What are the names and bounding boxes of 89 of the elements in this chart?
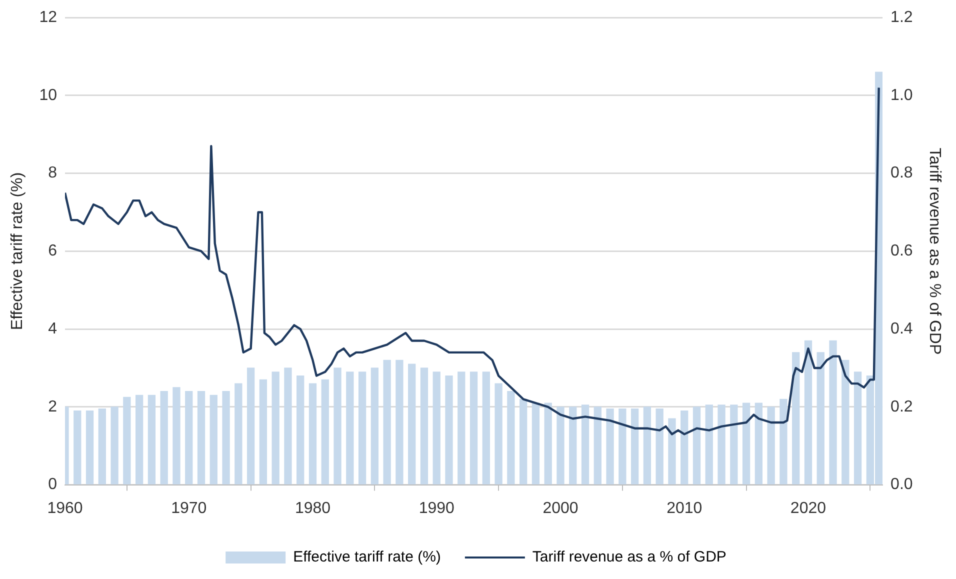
x-tick-label: 1980: [294, 500, 331, 517]
y2-tick-label: 0.6: [890, 242, 913, 260]
y2-tick-label: 0.8: [890, 164, 913, 182]
bar: [272, 372, 280, 484]
bar: [334, 368, 342, 484]
bar: [730, 404, 738, 484]
bar: [396, 360, 404, 484]
x-tick-label: 1960: [47, 500, 83, 517]
x-tick-label: 2010: [666, 500, 702, 517]
x-tick-label: 2000: [542, 500, 578, 517]
bar: [346, 372, 354, 484]
bar: [160, 391, 168, 484]
bar: [358, 372, 366, 484]
bar: [754, 402, 763, 484]
bar: [482, 372, 490, 484]
y2-axis-title: Tariff revenue as a % of GDP: [926, 148, 943, 355]
bar: [370, 368, 379, 484]
bar: [445, 375, 453, 484]
bar: [829, 340, 837, 484]
bar: [842, 360, 850, 484]
bar: [630, 408, 639, 484]
bar: [556, 406, 564, 484]
y2-tick-label: 0.2: [890, 398, 913, 416]
y-tick-label: 2: [48, 398, 58, 416]
bar: [408, 364, 416, 484]
x-tick-label: 1970: [171, 500, 207, 517]
bar: [172, 387, 180, 484]
bar: [792, 352, 800, 484]
bar: [544, 402, 552, 484]
bar: [123, 396, 131, 484]
bar: [74, 410, 82, 484]
bar: [692, 406, 701, 484]
bar: [569, 406, 577, 484]
y2-tick-label: 0.0: [890, 476, 913, 494]
bar: [321, 379, 329, 484]
y2-tick-label: 0.4: [890, 320, 913, 338]
bar: [98, 408, 106, 484]
bar: [458, 372, 466, 484]
bar: [804, 340, 812, 484]
y-tick-label: 12: [39, 9, 58, 26]
y-tick-label: 8: [48, 164, 58, 182]
bar: [606, 408, 614, 484]
bar: [854, 372, 862, 484]
bar: [656, 408, 664, 484]
y-tick-label: 0: [48, 476, 58, 494]
bar: [767, 406, 775, 484]
bar: [135, 394, 144, 484]
bar: [816, 352, 824, 484]
x-tick-label: 1990: [418, 500, 455, 517]
bar: [519, 398, 528, 484]
bar: [780, 398, 788, 484]
bar: [594, 406, 602, 484]
x-tick-label: 2020: [790, 500, 826, 517]
y-tick-label: 6: [48, 242, 58, 260]
bar: [470, 372, 478, 484]
bar: [259, 379, 268, 484]
y2-tick-label: 1.0: [890, 86, 913, 104]
bar: [507, 391, 515, 484]
bar: [234, 383, 242, 484]
bar: [494, 383, 502, 484]
bar: [432, 372, 440, 484]
bar: [308, 383, 317, 484]
y-tick-label: 4: [48, 320, 58, 338]
bar: [296, 375, 304, 484]
bar: [643, 406, 652, 484]
bar: [581, 404, 590, 484]
legend-label: Tariff revenue as a % of GDP: [532, 548, 726, 566]
bar: [222, 391, 230, 484]
bar: [86, 410, 94, 484]
y-axis-title: Effective tariff rate (%): [9, 172, 26, 330]
bar: [618, 408, 626, 484]
bar: [742, 402, 750, 484]
bar: [705, 404, 713, 484]
bar: [668, 418, 676, 484]
legend-label: Effective tariff rate (%): [293, 548, 441, 566]
bar: [197, 391, 206, 484]
bar: [383, 360, 391, 484]
bar: [148, 394, 156, 484]
bar: [420, 368, 428, 484]
y-tick-label: 10: [39, 86, 58, 104]
bar: [110, 406, 118, 484]
bar: [246, 368, 255, 484]
bar: [680, 410, 688, 484]
y2-tick-label: 1.2: [890, 9, 913, 26]
bar: [284, 368, 292, 484]
bar: [532, 402, 540, 484]
bar: [185, 391, 193, 484]
bar: [210, 394, 218, 484]
bar: [718, 404, 726, 484]
